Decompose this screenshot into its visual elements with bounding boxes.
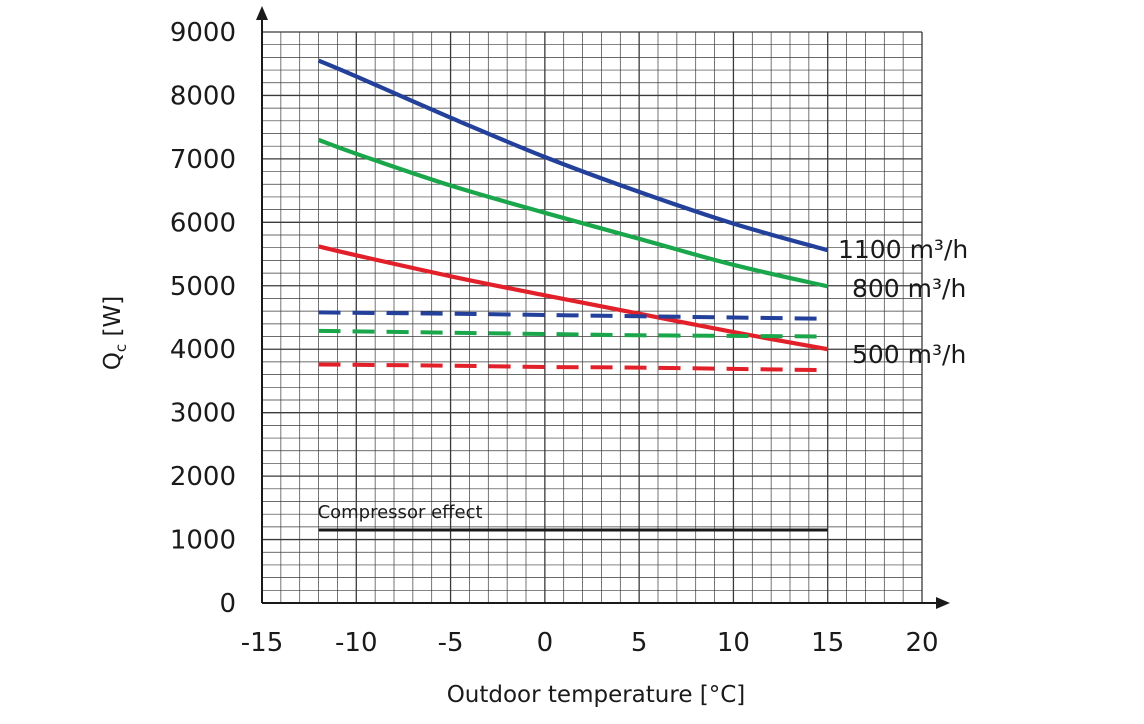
series-line-dashed-5 — [318, 362, 828, 373]
y-tick-label: 7000 — [170, 145, 236, 175]
y-tick-label: 5000 — [170, 272, 236, 302]
x-tick-label: 20 — [905, 628, 938, 658]
y-axis-label-unit: [W] — [100, 296, 126, 344]
series-line-dashed-4 — [318, 328, 828, 339]
x-tick-label: 10 — [717, 628, 750, 658]
series-labels: 1100 m³/h 800 m³/h 500 m³/h — [838, 235, 968, 369]
series-lines — [317, 58, 829, 532]
y-axis-label-sub: c — [112, 344, 130, 352]
x-tick-label: 15 — [811, 628, 844, 658]
y-tick-label: 8000 — [170, 81, 236, 111]
y-axis-label: Qc [W] — [100, 296, 130, 370]
series-line-2 — [318, 244, 829, 352]
series-label: 800 m³/h — [852, 274, 966, 303]
chart-axes — [256, 6, 950, 609]
y-axis-label-main: Q — [100, 352, 126, 370]
x-axis-label: Outdoor temperature [°C] — [447, 682, 746, 708]
y-tick-label: 0 — [219, 589, 236, 619]
y-tick-label: 1000 — [170, 526, 236, 556]
x-axis-arrow-icon — [936, 597, 950, 609]
x-tick-label: -5 — [438, 628, 464, 658]
series-line-0 — [317, 58, 829, 253]
series-label: 500 m³/h — [852, 340, 966, 369]
series-line-dashed-3 — [318, 310, 828, 321]
y-tick-label: 6000 — [170, 208, 236, 238]
series-line-1 — [317, 137, 829, 289]
compressor-effect-label: Compressor effect — [318, 502, 483, 523]
y-tick-label: 3000 — [170, 399, 236, 429]
y-axis-arrow-icon — [256, 6, 268, 20]
x-tick-label: 5 — [631, 628, 648, 658]
y-tick-label: 4000 — [170, 335, 236, 365]
y-tick-label: 9000 — [170, 18, 236, 48]
x-tick-label: -15 — [241, 628, 283, 658]
y-tick-label: 2000 — [170, 462, 236, 492]
x-tick-label: -10 — [335, 628, 377, 658]
tick-labels: -15 -10 -5 0 5 10 15 20 0 1000 2000 3000 4000 5000 600… — [170, 18, 939, 658]
x-tick-label: 0 — [537, 628, 554, 658]
series-label: 1100 m³/h — [838, 235, 968, 264]
